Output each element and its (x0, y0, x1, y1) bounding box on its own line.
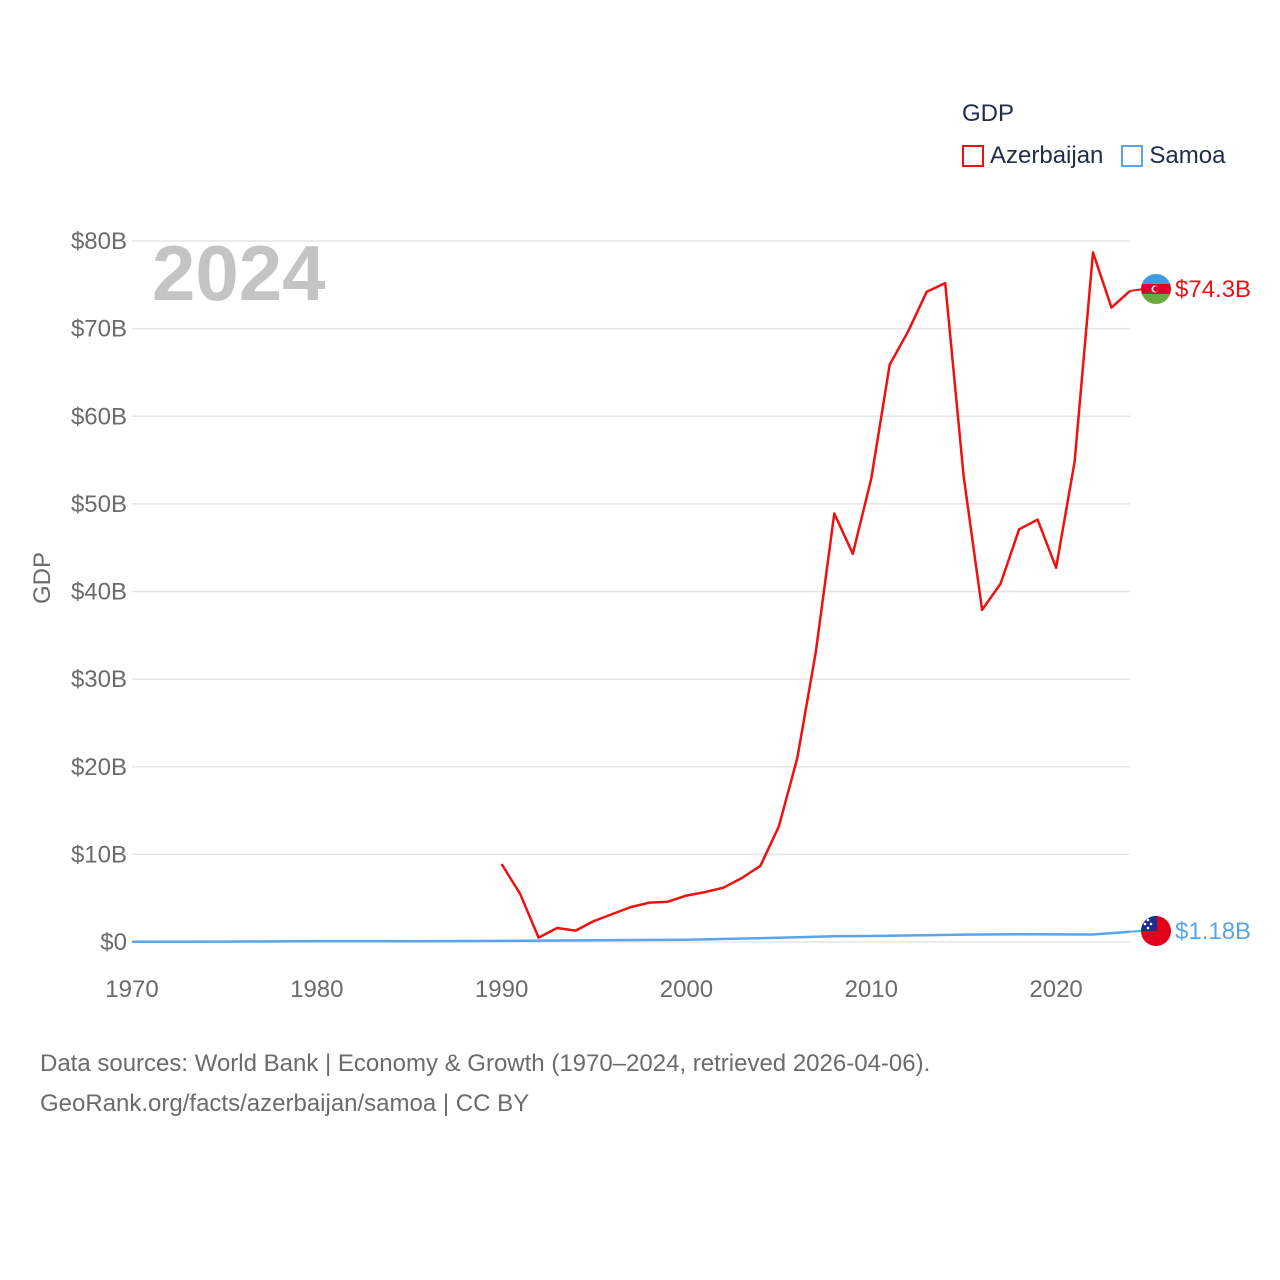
source-line-2[interactable]: GeoRank.org/facts/azerbaijan/samoa | CC … (40, 1090, 530, 1117)
y-tick-label: $0 (100, 929, 127, 956)
end-label-azerbaijan: $74.3B (1175, 276, 1251, 303)
azerbaijan-flag-icon (1141, 274, 1171, 304)
x-tick-label: 2020 (1029, 976, 1082, 1003)
legend-swatch-azerbaijan (962, 145, 984, 167)
y-axis-label: GDP (29, 552, 56, 604)
y-tick-label: $40B (71, 579, 127, 606)
x-tick-label: 1990 (475, 976, 528, 1003)
x-tick-label: 1980 (290, 976, 343, 1003)
series-line-samoa (131, 930, 1131, 943)
legend-swatch-samoa (1121, 145, 1144, 167)
y-tick-label: $30B (71, 666, 127, 693)
samoa-flag-icon (1141, 916, 1171, 946)
legend-title: GDP (962, 100, 1015, 127)
x-tick-label: 2010 (845, 976, 898, 1003)
y-tick-label: $60B (71, 403, 127, 430)
year-watermark: 2024 (152, 229, 326, 317)
legend-item-samoa[interactable]: Samoa (1121, 142, 1225, 170)
y-tick-label: $70B (71, 316, 127, 343)
y-tick-label: $10B (71, 841, 127, 868)
line-chart: $0 $10B $20B $30B $40B $50B $60B $70B $80B 1970 19… (29, 228, 1251, 1003)
legend-label-azerbaijan: Azerbaijan (990, 142, 1104, 169)
source-note: Data sources: World Bank | Economy & Gro… (40, 1044, 930, 1124)
x-tick-label: 1970 (105, 976, 158, 1003)
legend-label-samoa: Samoa (1149, 142, 1226, 169)
y-tick-label: $20B (71, 754, 127, 781)
y-tick-label: $80B (71, 228, 127, 255)
x-tick-label: 2000 (660, 976, 713, 1003)
end-label-samoa: $1.18B (1175, 918, 1251, 945)
series-line-azerbaijan (500, 251, 1131, 939)
source-line-1: Data sources: World Bank | Economy & Gro… (40, 1050, 931, 1077)
legend: Azerbaijan Samoa (962, 142, 1243, 170)
legend-item-azerbaijan[interactable]: Azerbaijan (962, 142, 1103, 170)
y-tick-label: $50B (71, 491, 127, 518)
